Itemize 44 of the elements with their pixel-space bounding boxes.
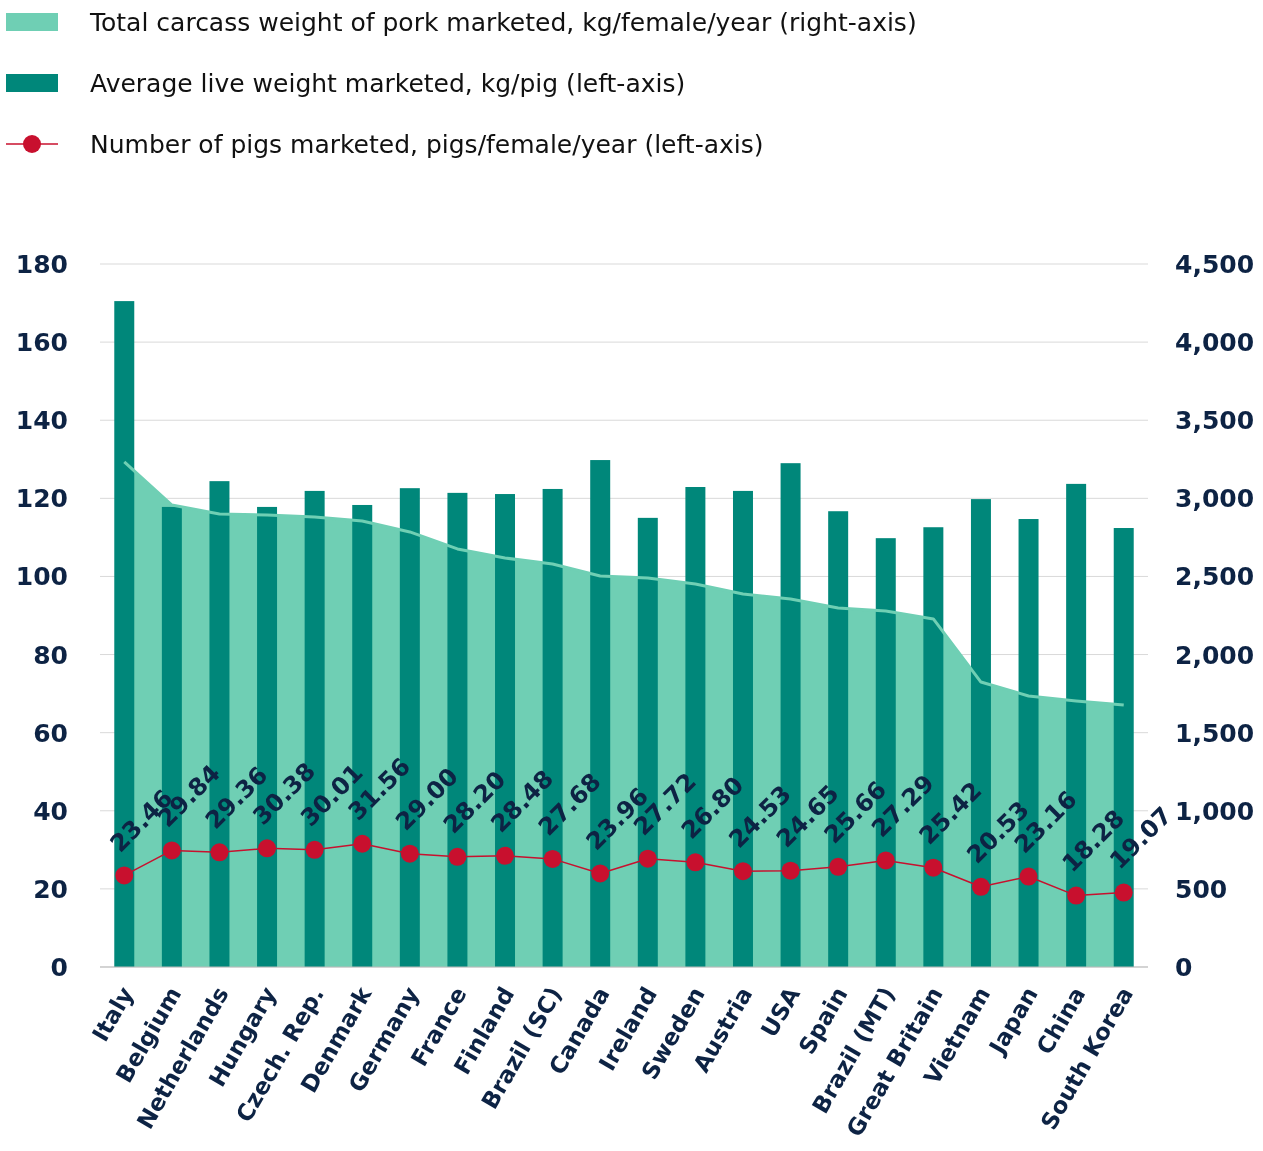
y-tick-label: 100: [15, 562, 68, 592]
point: [1019, 867, 1038, 886]
y-tick-label: 40: [33, 796, 68, 826]
point: [686, 853, 705, 872]
point: [400, 844, 419, 863]
y2-tick-label: 0: [1175, 953, 1193, 982]
point: [1114, 883, 1133, 902]
point: [258, 839, 277, 858]
y-tick-label: 180: [15, 250, 68, 279]
point: [448, 847, 467, 866]
point: [924, 858, 943, 877]
point: [1067, 886, 1086, 905]
point: [305, 840, 324, 859]
point: [210, 843, 229, 862]
y-tick-label: 160: [15, 328, 68, 358]
point: [115, 866, 134, 885]
y2-tick-label: 3,000: [1175, 484, 1255, 514]
y-tick-label: 0: [50, 953, 68, 982]
y2-tick-label: 3,500: [1175, 406, 1255, 436]
y2-tick-label: 1,000: [1175, 796, 1255, 826]
point: [353, 834, 372, 853]
point: [638, 849, 657, 868]
y2-tick-label: 1,500: [1175, 718, 1255, 748]
y2-tick-label: 500: [1175, 874, 1228, 904]
point: [543, 849, 562, 868]
y2-tick-label: 4,500: [1175, 250, 1255, 279]
legend-label: Number of pigs marketed, pigs/female/year (left-axis): [90, 130, 764, 159]
point: [829, 857, 848, 876]
point: [781, 861, 800, 880]
y2-tick-label: 4,000: [1175, 328, 1255, 358]
y-tick-label: 60: [33, 718, 68, 748]
point: [971, 877, 990, 896]
point: [496, 846, 515, 865]
y-tick-label: 120: [15, 484, 68, 514]
point: [591, 864, 610, 883]
point: [876, 851, 895, 870]
y2-tick-label: 2,000: [1175, 640, 1255, 670]
y-tick-label: 140: [15, 406, 68, 436]
legend-label: Average live weight marketed, kg/pig (left-axis): [90, 69, 686, 98]
legend-label: Total carcass weight of pork marketed, kg/female/year (right-axis): [89, 8, 917, 37]
y-tick-label: 20: [33, 874, 68, 904]
point: [733, 862, 752, 881]
y-tick-label: 80: [33, 640, 68, 670]
y2-tick-label: 2,500: [1175, 562, 1255, 592]
